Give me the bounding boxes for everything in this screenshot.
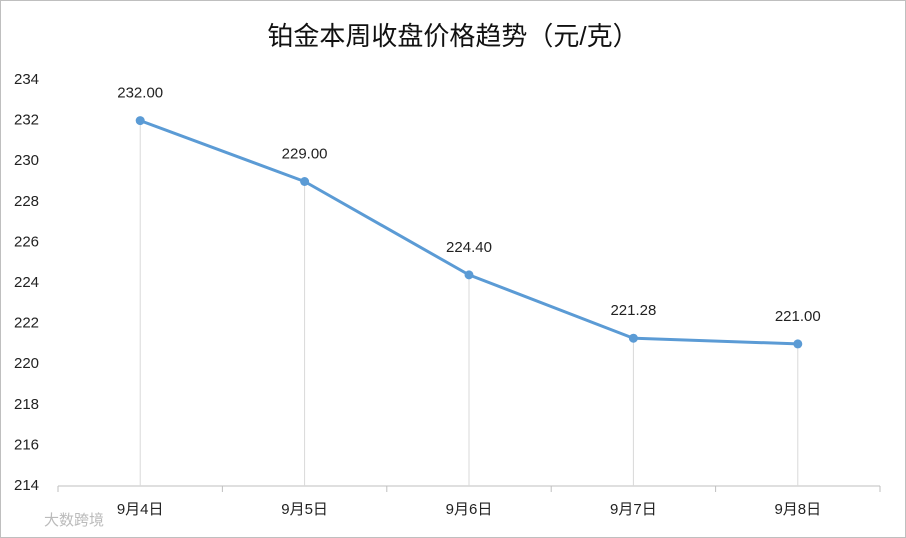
value-label: 221.28 [610,302,656,319]
y-tick-label: 224 [14,274,39,291]
x-tick-label: 9月7日 [610,501,657,518]
y-tick-label: 220 [14,355,39,372]
value-label: 224.40 [446,239,492,256]
x-tick-label: 9月6日 [446,501,493,518]
marker [135,116,145,126]
marker [464,270,474,280]
y-tick-label: 214 [14,477,39,494]
marker [628,333,638,343]
y-tick-label: 222 [14,315,39,332]
y-tick-label: 226 [14,233,39,250]
marker [300,177,310,186]
x-tick-label: 9月5日 [281,501,328,518]
watermark: 大数跨境 [44,511,104,529]
value-label: 232.00 [117,85,163,102]
y-tick-label: 230 [14,152,39,169]
y-tick-label: 216 [14,436,39,453]
x-tick-label: 9月8日 [774,501,821,518]
y-tick-label: 218 [14,396,39,413]
y-tick-label: 234 [14,71,39,88]
value-label: 229.00 [282,145,328,162]
marker [793,339,803,349]
x-tick-label: 9月4日 [117,501,164,518]
y-tick-label: 228 [14,193,39,210]
chart-title: 铂金本周收盘价格趋势（元/克） [267,21,638,51]
y-tick-label: 232 [14,112,39,129]
value-label: 221.00 [775,308,821,325]
